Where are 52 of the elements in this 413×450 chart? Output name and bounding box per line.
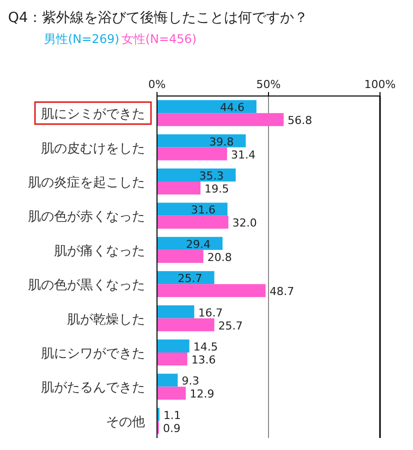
y-tick-label: 肌にシワができた: [41, 346, 145, 362]
bar: [157, 386, 186, 400]
data-label: 14.5: [193, 340, 218, 354]
data-label: 25.7: [178, 272, 202, 286]
legend: 男性(N=269) 女性(N=456): [44, 32, 197, 46]
bar: [157, 340, 190, 352]
bar: [157, 168, 236, 182]
bar: [157, 271, 214, 284]
data-label: 44.6: [220, 101, 244, 114]
y-tick-label: 肌の色が赤くなった: [28, 210, 145, 225]
bar: [157, 216, 228, 229]
data-label: 48.7: [270, 285, 294, 298]
bar: [157, 147, 228, 160]
data-label: 32.0: [232, 216, 257, 230]
y-tick-label: 肌の炎症を起こした: [28, 176, 145, 190]
bar: [157, 352, 188, 366]
bar: [157, 113, 284, 126]
bar: [157, 134, 246, 148]
bar: [157, 284, 266, 298]
y-tick-label: 肌が乾燥した: [67, 312, 145, 328]
data-label: 31.4: [231, 148, 256, 162]
data-label: 1.1: [163, 408, 181, 422]
chart-title: Q4：紫外線を浴びて後悔したことは何ですか？: [8, 10, 308, 26]
data-label: 31.6: [190, 204, 216, 217]
data-label: 39.8: [209, 135, 234, 148]
bar: [157, 305, 194, 318]
data-label: 25.7: [218, 319, 243, 332]
data-label: 0.9: [163, 422, 181, 435]
bar: [157, 182, 200, 194]
x-tick-label: 100%: [364, 78, 396, 91]
y-tick-label: 肌にシミができた: [41, 107, 145, 122]
data-label: 16.7: [198, 306, 223, 320]
data-label: 29.4: [186, 238, 211, 251]
x-tick-label: 50%: [256, 78, 281, 91]
data-label: 9.3: [182, 374, 200, 388]
bar: [157, 318, 214, 332]
bar: [157, 202, 228, 216]
y-tick-label: 肌の皮むけをした: [41, 141, 145, 156]
data-label: 19.5: [204, 182, 229, 196]
bar: [157, 250, 204, 263]
data-label: 35.3: [199, 170, 224, 182]
x-tick-label: 0%: [148, 78, 166, 91]
y-tick-label: 肌がたるんできた: [41, 380, 145, 396]
data-label: 12.9: [190, 388, 214, 401]
data-label: 56.8: [288, 114, 312, 128]
y-tick-label: 肌の色が黒くなった: [28, 278, 145, 294]
y-tick-label: 肌が痛くなった: [54, 244, 145, 259]
bar: [157, 374, 178, 387]
data-label: 13.6: [191, 354, 216, 366]
y-tick-label: その他: [106, 414, 145, 430]
bar: [157, 100, 256, 114]
data-label: 20.8: [207, 250, 232, 264]
